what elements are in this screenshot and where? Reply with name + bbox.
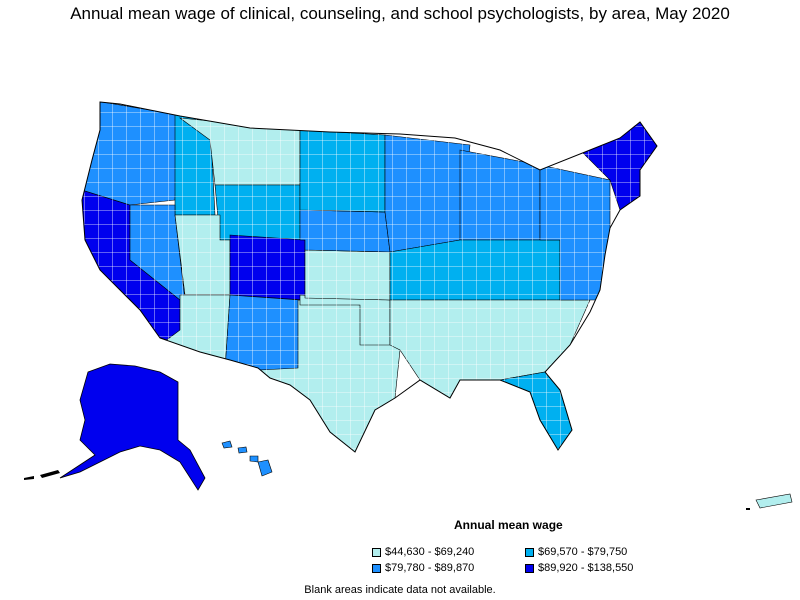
legend-title: Annual mean wage bbox=[454, 518, 563, 532]
region-puerto-rico bbox=[755, 493, 793, 509]
legend-item-2: $69,570 - $79,750 bbox=[525, 546, 627, 558]
legend-item-4: $89,920 - $138,550 bbox=[525, 562, 633, 574]
alaska-aleutians bbox=[24, 470, 60, 480]
conus-regions bbox=[82, 102, 657, 452]
legend-label-3: $79,780 - $89,870 bbox=[385, 562, 475, 574]
virgin-islands bbox=[746, 508, 750, 510]
region-hawaii bbox=[221, 440, 273, 477]
conus-outline bbox=[81, 101, 658, 453]
legend-swatch-4 bbox=[525, 563, 534, 573]
map-title: Annual mean wage of clinical, counseling… bbox=[70, 4, 730, 23]
legend-label-4: $89,920 - $138,550 bbox=[538, 562, 634, 574]
region-alaska bbox=[59, 363, 206, 491]
legend-item-3: $79,780 - $89,870 bbox=[372, 562, 474, 574]
legend-label-1: $44,630 - $69,240 bbox=[385, 546, 475, 558]
legend-item-1: $44,630 - $69,240 bbox=[372, 546, 474, 558]
legend-label-2: $69,570 - $79,750 bbox=[538, 546, 628, 558]
no-data-note: Blank areas indicate data not available. bbox=[304, 584, 496, 596]
legend-swatch-2 bbox=[525, 547, 534, 557]
legend-swatch-3 bbox=[372, 563, 381, 573]
legend-swatch-1 bbox=[372, 547, 381, 557]
